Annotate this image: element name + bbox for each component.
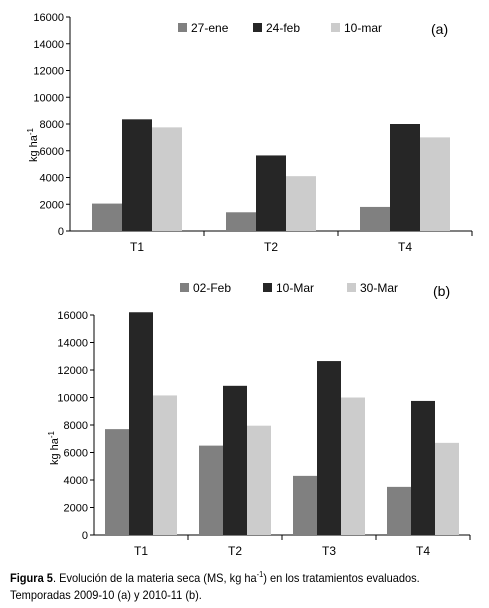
chart-b-y-tick-label: 16000 (57, 310, 88, 322)
chart-b-y-tick-label: 10000 (57, 393, 88, 405)
chart-a-legend-label: 24-feb (266, 21, 300, 35)
chart-b-y-tick-label: 12000 (57, 365, 88, 377)
chart-a-bar-27-ene-T1 (92, 203, 122, 231)
chart-b-bar-02-Feb-T3 (293, 475, 317, 535)
chart-b-bar-30-Mar-T3 (341, 397, 365, 535)
chart-a-legend-swatch (178, 23, 187, 32)
chart-a-y-tick-label: 10000 (33, 92, 64, 104)
chart-b-legend-label: 02-Feb (193, 281, 231, 295)
chart-a-y-axis-label: kg ha-1 (26, 127, 40, 162)
figure-caption: Figura 5. Evolución de la materia seca (… (10, 566, 442, 604)
chart-a-y-tick-label: 6000 (40, 146, 64, 158)
caption-text-part1: . Evolución de la materia seca (MS, kg h… (52, 571, 257, 585)
chart-a-category-label: T2 (264, 240, 278, 254)
chart-b-bar-10-Mar-T4 (411, 400, 435, 535)
chart-a-y-tick-label: 2000 (40, 199, 64, 211)
chart-b-y-axis-label: kg ha-1 (47, 430, 61, 465)
chart-b-y-tick-label: 2000 (64, 503, 88, 515)
chart-a-y-tick-label: 12000 (33, 66, 64, 78)
chart-b-bar-30-Mar-T1 (153, 395, 177, 535)
chart-a-bar-10-mar-T1 (152, 127, 182, 231)
chart-a-y-tick-label: 0 (58, 226, 64, 238)
chart-b-y-tick-label: 4000 (64, 475, 88, 487)
chart-b-legend-swatch (180, 283, 189, 292)
chart-b-legend-swatch (263, 283, 272, 292)
chart-a-category-label: T1 (130, 240, 144, 254)
chart-b-category-label: T4 (416, 544, 430, 558)
chart-a-legend-label: 27-ene (191, 21, 229, 35)
chart-b-bar-30-Mar-T4 (435, 442, 459, 535)
chart-b-legend-label: 10-Mar (276, 281, 314, 295)
chart-b-y-tick-label: 14000 (57, 338, 88, 350)
caption-figure-number: Figura 5 (10, 571, 53, 585)
figure-svg: 0 2000 4000 6000 8000 10000 12000 14000 16000 T1 T… (26, 12, 473, 558)
chart-a-bar-10-mar-T4 (420, 137, 450, 231)
chart-b-category-label: T2 (228, 544, 242, 558)
chart-b-bar-02-Feb-T1 (105, 429, 129, 535)
chart-b-bar-02-Feb-T2 (199, 445, 223, 535)
chart-b-panel-label: (b) (433, 283, 450, 299)
chart-a-category-label: T4 (398, 240, 412, 254)
chart-a-y-tick-label: 16000 (33, 12, 64, 24)
chart-a-bar-24-feb-T1 (122, 119, 152, 231)
chart-b-bar-10-Mar-T1 (129, 312, 153, 535)
chart-a-bar-27-ene-T4 (360, 206, 390, 231)
chart-a-y-tick-label: 14000 (33, 39, 64, 51)
caption-superscript: -1 (256, 570, 264, 579)
chart-a-legend-label: 10-mar (344, 21, 382, 35)
chart-b-legend-label: 30-Mar (360, 281, 398, 295)
chart-b-bar-02-Feb-T4 (387, 486, 411, 535)
chart-b-bar-10-Mar-T3 (317, 361, 341, 535)
chart-a-panel-label: (a) (431, 21, 448, 37)
chart-a-y-tick-label: 8000 (40, 119, 64, 131)
chart-b-y-tick-label: 0 (82, 530, 88, 542)
chart-a-bar-27-ene-T2 (226, 212, 256, 231)
chart-b-category-label: T1 (134, 544, 148, 558)
chart-b-y-tick-label: 8000 (64, 420, 88, 432)
chart-a-legend-swatch (331, 23, 340, 32)
chart-b-y-tick-label: 6000 (64, 448, 88, 460)
chart-b-legend-swatch (347, 283, 356, 292)
chart-a-bar-10-mar-T2 (286, 176, 316, 231)
chart-b-bar-30-Mar-T2 (247, 425, 271, 535)
caption-line2: Temporadas 2009-10 (a) y 2010-11 (b). (10, 588, 202, 602)
chart-a-y-tick-label: 4000 (40, 173, 64, 185)
chart-a-bar-24-feb-T2 (256, 155, 286, 231)
chart-a-bar-24-feb-T4 (390, 124, 420, 231)
caption-text-part2: ) en los tratamientos evaluados. (263, 571, 420, 585)
chart-b-category-label: T3 (322, 544, 336, 558)
chart-b-bar-10-Mar-T2 (223, 385, 247, 535)
chart-a-legend-swatch (253, 23, 262, 32)
